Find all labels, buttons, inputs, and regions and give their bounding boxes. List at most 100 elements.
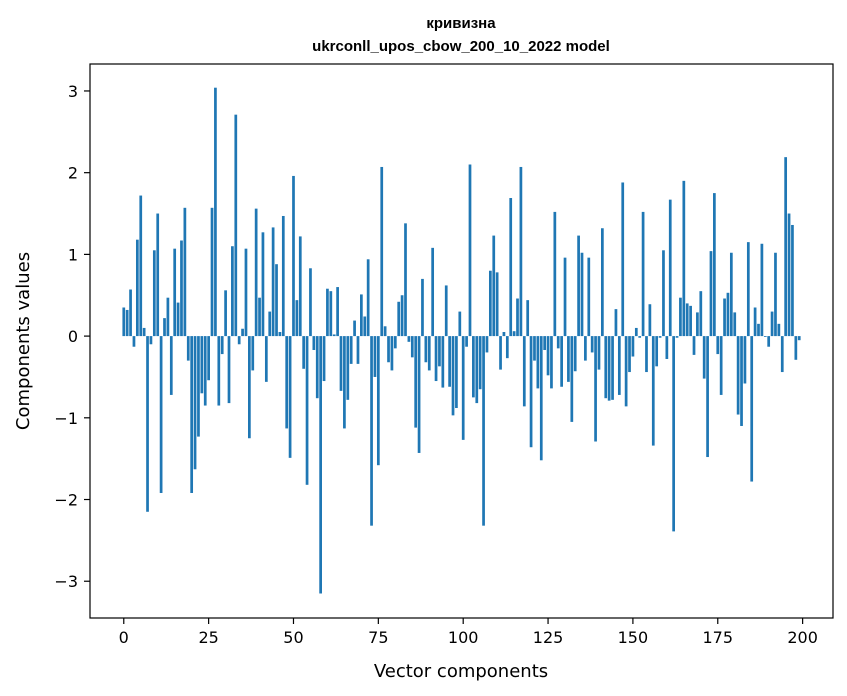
- bar-181: [736, 336, 740, 415]
- bar-7: [146, 336, 149, 512]
- bar-81: [397, 301, 401, 337]
- bar-17: [180, 240, 183, 337]
- bar-150: [631, 336, 635, 357]
- bar-119: [526, 300, 530, 337]
- bar-22: [197, 336, 200, 437]
- bar-85: [410, 336, 414, 358]
- bar-36: [244, 248, 248, 337]
- bar-129: [560, 336, 563, 387]
- bar-165: [682, 180, 686, 337]
- bar-11: [159, 336, 163, 493]
- bar-39: [254, 208, 258, 337]
- x-tick-label-125: 125: [533, 628, 564, 647]
- bar-138: [590, 336, 594, 353]
- bar-37: [248, 336, 251, 439]
- bar-176: [719, 336, 723, 395]
- bar-68: [353, 320, 356, 337]
- bar-168: [692, 336, 696, 355]
- bar-159: [662, 250, 665, 337]
- bar-169: [696, 312, 699, 337]
- bar-156: [651, 336, 655, 446]
- bar-187: [757, 323, 760, 337]
- bar-106: [482, 336, 485, 526]
- bar-50: [292, 175, 295, 337]
- x-tick-label-100: 100: [448, 628, 479, 647]
- bar-21: [193, 336, 197, 470]
- bar-72: [366, 259, 370, 337]
- bar-99: [458, 311, 462, 337]
- bar-118: [522, 336, 526, 407]
- bar-89: [424, 336, 428, 363]
- bar-87: [417, 336, 421, 453]
- bar-30: [224, 290, 227, 337]
- bar-82: [400, 295, 404, 337]
- bar-98: [455, 336, 458, 409]
- bar-103: [472, 336, 475, 398]
- bar-64: [339, 336, 343, 391]
- bar-123: [539, 336, 543, 461]
- bar-57: [315, 336, 319, 399]
- bar-152: [638, 336, 642, 338]
- bar-112: [502, 332, 506, 337]
- bar-131: [567, 336, 570, 382]
- bar-145: [614, 309, 618, 337]
- bar-19: [186, 336, 190, 361]
- bar-108: [488, 270, 492, 337]
- bar-35: [241, 328, 244, 337]
- bar-49: [288, 336, 292, 458]
- bar-88: [421, 278, 424, 337]
- bar-76: [380, 166, 384, 337]
- bar-102: [468, 164, 472, 337]
- bar-183: [743, 336, 747, 384]
- bar-62: [332, 334, 336, 337]
- bar-167: [689, 305, 692, 337]
- bar-166: [685, 303, 689, 337]
- x-tick-label-0: 0: [119, 628, 129, 647]
- bar-5: [139, 195, 143, 337]
- bar-41: [261, 232, 265, 337]
- bar-18: [183, 207, 187, 337]
- bar-4: [135, 239, 139, 337]
- bar-147: [621, 182, 625, 337]
- bar-26: [210, 207, 214, 337]
- bar-122: [536, 336, 540, 389]
- bar-194: [780, 336, 784, 373]
- bar-38: [251, 336, 255, 371]
- bar-153: [641, 211, 645, 337]
- bar-172: [706, 336, 709, 458]
- bar-126: [550, 336, 553, 389]
- bar-53: [302, 336, 306, 369]
- bar-146: [617, 336, 621, 395]
- bar-120: [529, 336, 533, 448]
- bar-92: [434, 336, 438, 382]
- bar-198: [794, 336, 798, 360]
- bar-69: [356, 336, 360, 364]
- bar-140: [597, 336, 601, 370]
- bar-199: [797, 336, 801, 341]
- bar-136: [584, 336, 587, 361]
- y-axis-label: Components values: [13, 252, 34, 430]
- bar-55: [309, 268, 312, 337]
- bar-184: [746, 242, 750, 337]
- y-tick-label--3: −3: [54, 572, 78, 591]
- bar-113: [505, 336, 509, 359]
- bar-125: [546, 336, 550, 376]
- bar-77: [383, 326, 387, 337]
- bar-16: [176, 302, 180, 337]
- bar-151: [634, 327, 638, 337]
- bar-6: [142, 327, 146, 337]
- chart-title: кривизна: [426, 15, 496, 32]
- y-tick-label-3: 3: [68, 82, 78, 101]
- bar-9: [152, 250, 156, 337]
- bar-12: [163, 318, 166, 337]
- bar-161: [668, 199, 672, 337]
- bar-15: [173, 248, 177, 337]
- bar-29: [220, 336, 224, 355]
- bar-110: [495, 272, 499, 337]
- bar-160: [665, 336, 669, 359]
- x-tick-label-25: 25: [198, 628, 218, 647]
- bar-3: [132, 336, 136, 347]
- x-tick-label-150: 150: [618, 628, 649, 647]
- x-tick-label-50: 50: [283, 628, 303, 647]
